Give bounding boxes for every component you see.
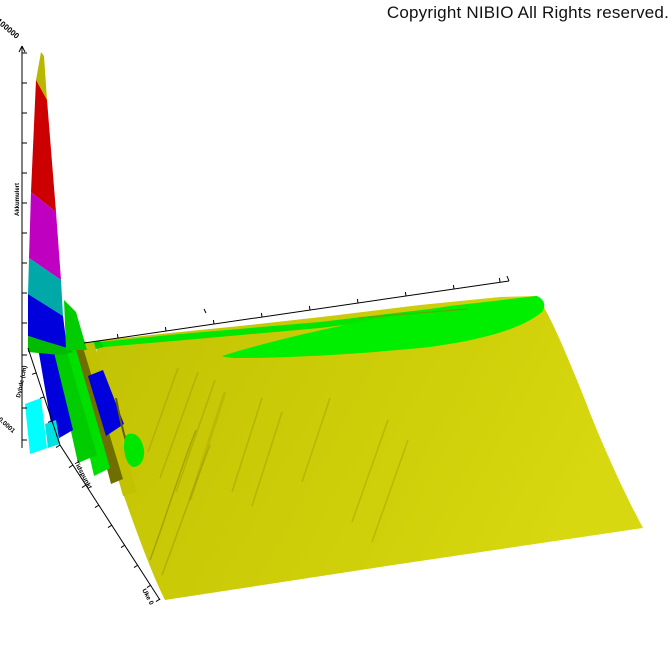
- z-axis-title: Akkumulert: [15, 183, 21, 216]
- z-axis: [18, 45, 27, 448]
- surface-green-highlight: [80, 296, 545, 358]
- surface-main-plane: [96, 296, 643, 600]
- depth-end-tick-label: Uke 0: [140, 588, 155, 607]
- z-top-tick-label: 100000: [0, 17, 21, 41]
- depth-axis-title: Tidspunkt: [72, 460, 93, 491]
- copyright-text: Copyright NIBIO All Rights reserved.: [386, 3, 669, 22]
- spike: [28, 52, 87, 355]
- plane-shading-streaks: [147, 367, 409, 576]
- back-x-axis: [83, 275, 510, 344]
- front-left-bands: [25, 336, 145, 496]
- front-corner-tick-label: 0.0001: [0, 416, 16, 435]
- front-axis-title: Dybde (cm): [16, 365, 29, 398]
- axis-labels: 100000 Akkumulert Dybde (cm) 0.0001 Tids…: [0, 17, 155, 607]
- front-depth-axis: [27, 347, 161, 603]
